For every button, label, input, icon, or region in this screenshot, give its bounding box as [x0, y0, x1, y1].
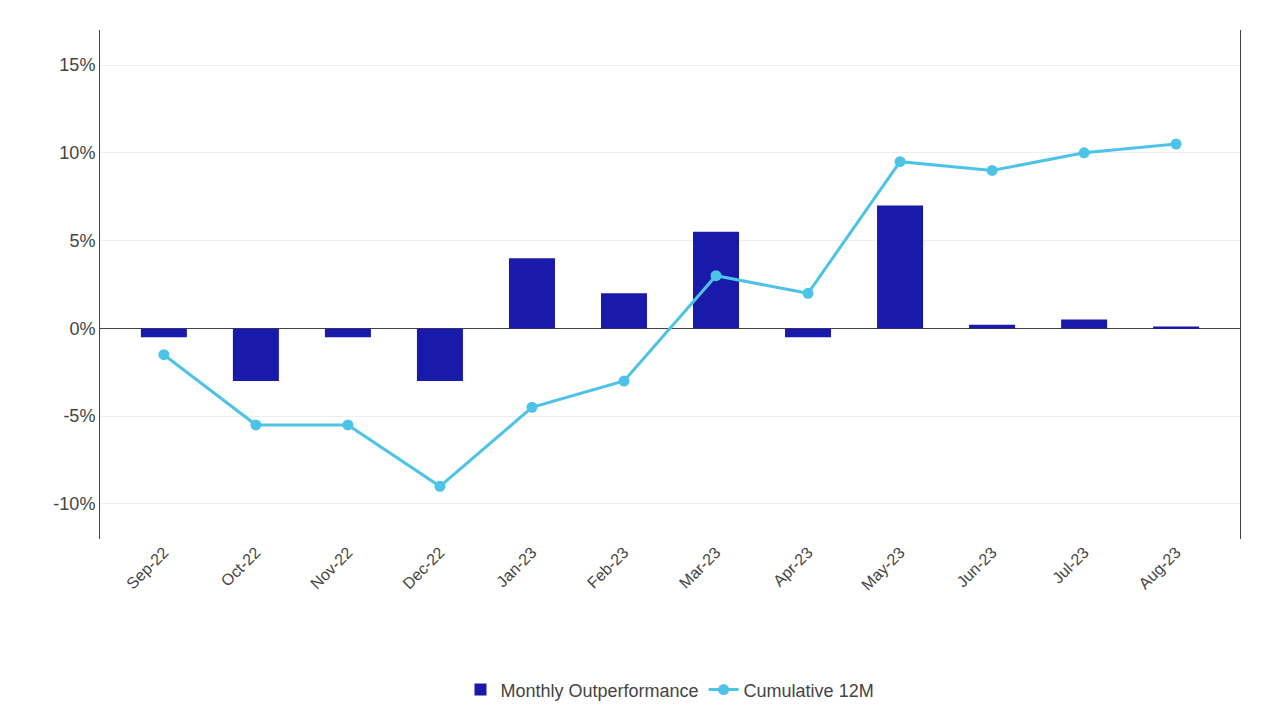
svg-text:May-23: May-23 [858, 544, 908, 594]
svg-text:Apr-23: Apr-23 [770, 544, 816, 590]
svg-text:Mar-23: Mar-23 [676, 544, 724, 592]
svg-text:Oct-22: Oct-22 [218, 544, 264, 590]
svg-text:Cumulative 12M: Cumulative 12M [744, 681, 874, 701]
svg-text:Jul-23: Jul-23 [1049, 544, 1092, 587]
svg-text:0%: 0% [69, 319, 95, 339]
svg-text:Jun-23: Jun-23 [953, 544, 1000, 591]
svg-text:Sep-22: Sep-22 [123, 544, 172, 593]
svg-text:Dec-22: Dec-22 [399, 544, 448, 593]
svg-text:-5%: -5% [63, 406, 95, 426]
svg-text:-10%: -10% [53, 494, 95, 514]
svg-text:Feb-23: Feb-23 [584, 544, 632, 592]
svg-text:Nov-22: Nov-22 [307, 544, 356, 593]
svg-text:5%: 5% [69, 231, 95, 251]
svg-text:10%: 10% [59, 143, 95, 163]
svg-text:Jan-23: Jan-23 [493, 544, 540, 591]
svg-text:Aug-23: Aug-23 [1135, 544, 1184, 593]
svg-text:15%: 15% [59, 55, 95, 75]
svg-text:Monthly Outperformance: Monthly Outperformance [501, 681, 699, 701]
